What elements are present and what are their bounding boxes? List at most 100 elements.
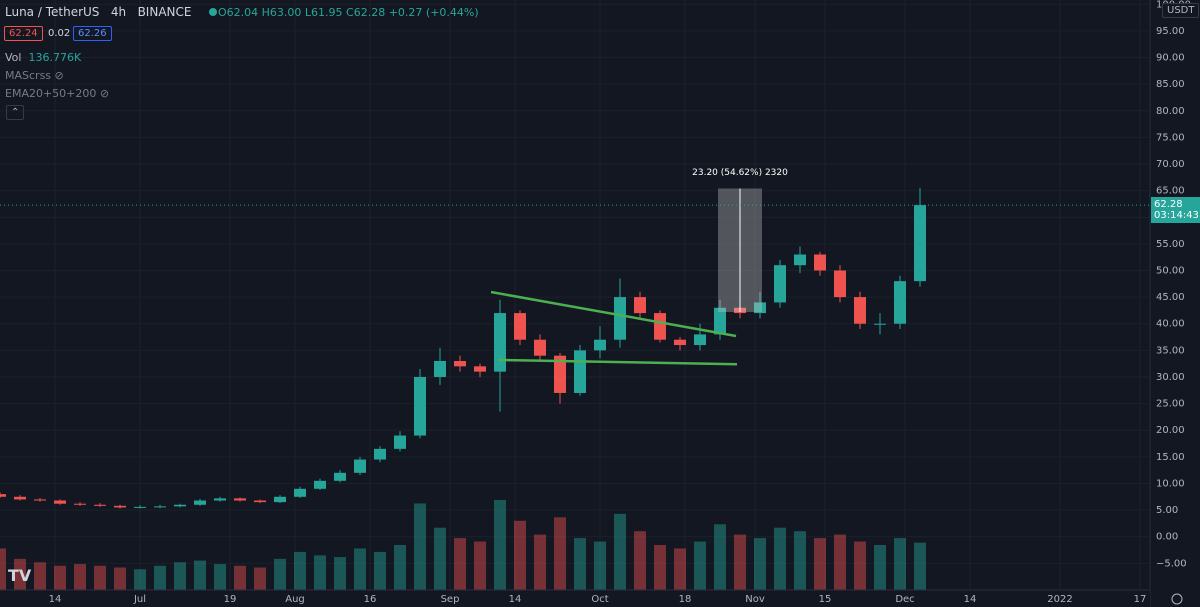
bid[interactable]: 62.24 [4,26,43,41]
candle-body [494,313,506,372]
y-tick-label: −5.00 [1156,558,1187,569]
candle-body [474,366,486,372]
y-tick-label: 95.00 [1156,26,1185,37]
y-tick-label: 35.00 [1156,345,1185,356]
candle-body [654,313,666,340]
volume-bar [294,551,306,590]
y-tick-label: 85.00 [1156,79,1185,90]
y-tick-label: 5.00 [1156,505,1178,516]
x-tick-label: Sep [441,594,460,605]
y-tick-label: 20.00 [1156,425,1185,436]
candle-body [414,376,426,436]
x-tick-label: 19 [224,594,237,605]
candle-body [774,265,786,303]
interval[interactable]: 4h [110,5,127,19]
volume-bar [34,562,46,590]
symbol[interactable]: Luna / TetherUS [5,5,100,19]
volume-bar [354,548,366,590]
y-tick-label: 30.00 [1156,372,1185,383]
volume-name: Vol [5,51,22,64]
volume-bar [434,527,446,590]
volume-bar [414,503,426,590]
price-tag: 62.28 03:14:43 [1151,197,1200,223]
volume-bar [594,541,606,590]
volume-bar [174,562,186,590]
ask[interactable]: 62.26 [73,26,112,41]
volume-bar [834,534,846,590]
quote-low: L61.95 [304,6,343,19]
volume-bar [374,551,386,590]
volume-bar [0,548,6,590]
x-tick-label: 15 [819,594,832,605]
candle-body [274,496,286,503]
volume-bar [194,560,206,590]
ma-indicator[interactable]: MAScrss ⊘ [5,69,64,82]
candle-body [554,355,566,393]
x-tick-label: 16 [364,594,377,605]
volume-bar [614,513,626,590]
candle-body [54,500,66,504]
ema-indicator[interactable]: EMA20+50+200 ⊘ [5,87,109,100]
trendline [497,358,738,366]
price-axis [1150,0,1200,607]
y-tick-label: 90.00 [1156,53,1185,64]
candle-body [454,361,466,367]
volume-bar [314,555,326,590]
collapse-button[interactable]: ⌃ [6,105,25,120]
volume-bar [734,534,746,590]
volume-bar [814,538,826,590]
volume-bar [554,517,566,590]
volume-bar [154,565,166,590]
y-tick-label: 10.00 [1156,478,1185,489]
volume-value: 136.776K [28,51,82,64]
candle-body [754,302,766,314]
y-tick-label: 55.00 [1156,239,1185,250]
x-tick-label: 14 [964,594,977,605]
candle-body [834,270,846,298]
volume-bar [474,541,486,590]
candle-body [114,505,126,508]
volume-bar [134,569,146,590]
settings-icon[interactable] [1171,593,1183,605]
symbol-info[interactable]: Luna / TetherUS 4h BINANCE [5,5,218,19]
y-tick-label: 75.00 [1156,132,1185,143]
volume-legend[interactable]: Vol 136.776K [5,51,81,64]
hidden-icon[interactable]: ⊘ [99,87,110,100]
volume-bar [854,541,866,590]
y-tick-label: 65.00 [1156,186,1185,197]
ema-name: EMA20+50+200 [5,87,97,100]
volume-bar [714,524,726,590]
y-tick-label: 25.00 [1156,399,1185,410]
volume-bar [394,545,406,590]
candle-body [0,494,6,497]
quote-high: H63.00 [261,6,302,19]
candle-body [714,307,726,335]
y-tick-label: 50.00 [1156,265,1185,276]
exchange: BINANCE [137,5,192,19]
volume-bar [574,538,586,590]
candle-body [194,500,206,505]
y-tick-label: 45.00 [1156,292,1185,303]
volume-bar [874,545,886,590]
candle-body [94,504,106,506]
x-tick-label: Dec [895,594,914,605]
volume-bar [334,557,346,590]
volume-bar [214,564,226,590]
y-tick-label: 70.00 [1156,159,1185,170]
candle-body [514,313,526,340]
ma-name: MAScrss [5,69,52,82]
volume-bar [694,541,706,590]
hidden-icon[interactable]: ⊘ [54,69,64,82]
status-dot [209,8,218,16]
currency[interactable]: USDT [1162,3,1200,18]
candle-body [334,472,346,481]
tv-logo[interactable]: TV [8,566,32,585]
x-tick-label: Aug [285,594,305,605]
volume-bar [774,527,786,590]
quote-close: C62.28 [346,6,386,19]
volume-bar [634,531,646,590]
candle-body [894,281,906,324]
candle-body [634,297,646,314]
x-tick-label: 2022 [1047,594,1072,605]
